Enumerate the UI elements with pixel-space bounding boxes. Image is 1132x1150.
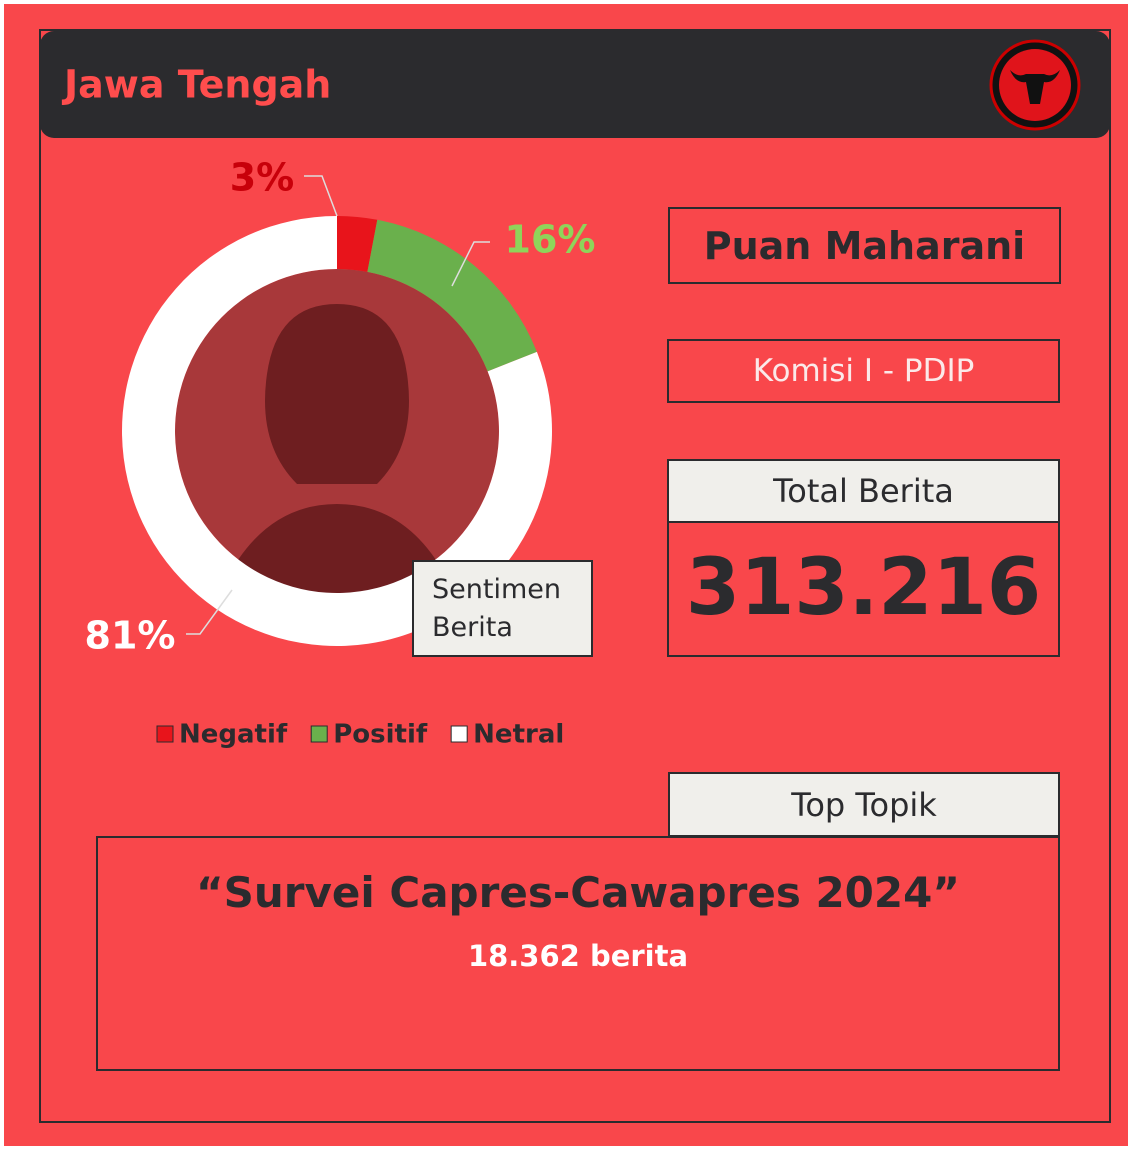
leader-line (451, 241, 490, 287)
legend-label: Positif (333, 720, 428, 750)
donut-segment (337, 216, 378, 272)
legend-swatch (310, 725, 328, 743)
chart: Jawa Tengah 3% 16% 81% Negatif Positif Netral (39, 29, 1111, 1123)
total-value: 313.216 (667, 521, 1060, 657)
portrait-silhouette (224, 304, 450, 614)
leader-line (186, 589, 233, 635)
topic-count: 18.362 berita (467, 939, 689, 973)
profile-role: Komisi I - PDIP (667, 339, 1060, 403)
data-label: 3% (230, 156, 295, 200)
profile-name: Puan Maharani (668, 207, 1061, 284)
header-bar (40, 31, 1110, 138)
data-label: 16% (505, 218, 596, 262)
topic-label: Top Topik (668, 772, 1060, 837)
topic-title: “Survei Capres-Cawapres 2024” (196, 868, 960, 917)
data-label: 81% (85, 614, 176, 658)
frame (39, 29, 1111, 1123)
legend-swatch (156, 725, 174, 743)
total-label: Total Berita (667, 459, 1060, 523)
legend-label: Negatif (179, 720, 288, 750)
center-label: Sentimen Berita (432, 573, 561, 643)
donut-segment (367, 219, 537, 372)
legend-swatch (450, 725, 468, 743)
leader-line (304, 175, 338, 217)
logo-bull (1010, 70, 1060, 104)
infographic: Jawa Tengah 3% 16% 81% Negatif Positif Netral… (4, 4, 1128, 1146)
header-title: Jawa Tengah (61, 63, 331, 107)
legend-label: Netral (473, 720, 564, 750)
